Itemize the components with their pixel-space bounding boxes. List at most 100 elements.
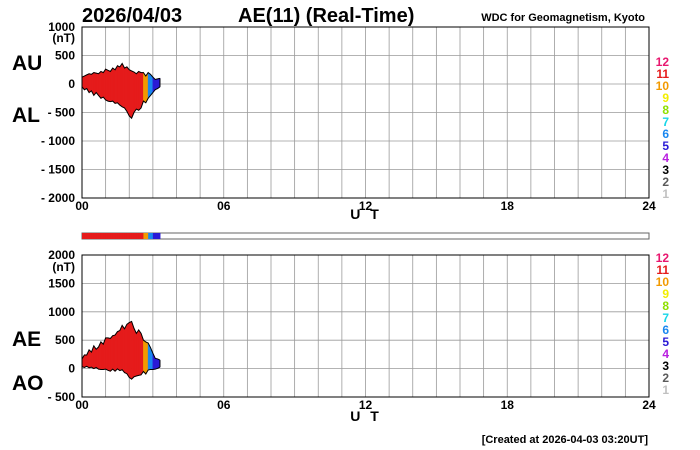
station-count-bar (81, 232, 650, 240)
station-count-bar-segment (126, 233, 130, 239)
data-strip (124, 324, 128, 375)
station-count-bar-segment (86, 233, 90, 239)
y-tick-label: 0 (68, 362, 75, 376)
data-strip (126, 322, 130, 379)
data-strip (138, 70, 142, 111)
station-count-bar-segment (98, 233, 102, 239)
data-strip (105, 337, 109, 371)
station-count-bar-segment (112, 233, 116, 239)
data-strip (131, 321, 135, 380)
station-count-bar-segment (133, 233, 137, 239)
au-al-y-ticks: 1000 500 0 - 500 - 1000 - 1500 - 2000 (41, 20, 75, 205)
station-count-label: 10 (656, 275, 670, 289)
index-title: AE(11) (Real-Time) (238, 5, 414, 27)
y-tick-label: 1500 (48, 276, 75, 290)
data-strip (88, 73, 92, 94)
au-al-xlabel: U T (350, 206, 382, 222)
data-strip (100, 341, 104, 370)
data-strip (147, 72, 151, 100)
station-count-bar-segment (141, 233, 144, 239)
station-count-label: 10 (656, 79, 670, 93)
data-strip (114, 330, 118, 372)
au-al-grid (81, 26, 650, 199)
station-count-label: 11 (656, 263, 669, 277)
ae-ao-frame (81, 254, 650, 398)
station-count-bar-segment (110, 233, 114, 239)
data-strip (121, 324, 125, 374)
au-al-x-ticks: 00 06 12 18 24 (75, 199, 656, 213)
x-tick-label: 24 (642, 199, 656, 213)
x-tick-label: 06 (217, 199, 231, 213)
station-count-bar-segment (136, 233, 140, 239)
data-strip (133, 328, 137, 378)
station-count-bar-segment (148, 233, 152, 239)
station-count-bar-segment (129, 233, 133, 239)
data-strip (154, 78, 158, 91)
ae-ao-x-ticks: 00 06 12 18 24 (75, 398, 656, 412)
station-count-label: 9 (662, 91, 669, 105)
station-count-label: 11 (656, 67, 669, 81)
data-strip (154, 358, 158, 370)
y-tick-label: - 500 (48, 106, 76, 120)
data-strip (136, 329, 139, 377)
source-label: WDC for Geomagnetism, Kyoto (481, 12, 645, 24)
ae-label: AE (12, 328, 41, 351)
station-count-label: 3 (662, 163, 669, 177)
y-tick-label: - 2000 (41, 191, 75, 205)
ao-line (81, 365, 161, 380)
station-count-label: 8 (662, 299, 669, 313)
au-line (81, 62, 161, 80)
data-strip (133, 71, 137, 114)
data-strip (121, 63, 125, 109)
station-count-bar-segment (91, 233, 95, 239)
date-title: 2026/04/03 (82, 5, 182, 27)
data-strip (126, 66, 130, 117)
station-count-label: 1 (662, 383, 669, 397)
station-count-bar-segment (117, 233, 121, 239)
data-strip (100, 70, 104, 99)
x-tick-label: 12 (359, 398, 373, 412)
station-count-bar-segment (107, 233, 111, 239)
station-count-bar-segment (124, 233, 128, 239)
ae-ao-y-ticks: 2000 1500 1000 500 0 - 500 (48, 248, 76, 404)
data-strip (119, 325, 123, 372)
au-label: AU (12, 52, 42, 75)
au-al-unit-label: (nT) (52, 31, 75, 45)
au-al-frame (81, 26, 650, 199)
data-strip (114, 64, 118, 104)
x-tick-label: 18 (501, 398, 515, 412)
y-tick-label: 1000 (48, 305, 75, 319)
station-count-bar-segment (157, 233, 161, 239)
data-strip (117, 65, 121, 106)
al-label: AL (12, 104, 40, 127)
al-line (81, 86, 161, 120)
station-count-bar-segment (84, 233, 88, 239)
station-count-bar-segment (100, 233, 104, 239)
station-count-label: 8 (662, 103, 669, 117)
data-strip (138, 329, 142, 376)
data-strip (136, 70, 139, 111)
station-count-label: 2 (662, 371, 669, 385)
station-count-label: 7 (662, 115, 669, 129)
station-count-label: 9 (662, 287, 669, 301)
ae-ao-panel: 2000 1500 1000 500 0 - 500 00 06 12 18 24 (nT) AE… (12, 248, 656, 424)
station-count-bar-segment (131, 233, 135, 239)
station-count-label: 2 (662, 175, 669, 189)
station-count-label: 1 (662, 187, 669, 201)
station-count-label: 3 (662, 359, 669, 373)
station-count-bar-segment (145, 233, 149, 239)
station-count-bar-segment (143, 233, 147, 239)
y-tick-label: 500 (55, 49, 75, 63)
y-tick-label: 500 (55, 333, 75, 347)
station-count-label: 4 (662, 151, 669, 165)
station-count-label: 6 (662, 127, 669, 141)
station-count-bar-segment (122, 233, 126, 239)
data-strip (143, 339, 147, 375)
data-strip (88, 349, 92, 369)
y-tick-label: 2000 (48, 248, 75, 262)
station-count-label: 12 (656, 251, 670, 265)
y-tick-label: - 500 (48, 390, 76, 404)
station-count-label: 7 (662, 311, 669, 325)
